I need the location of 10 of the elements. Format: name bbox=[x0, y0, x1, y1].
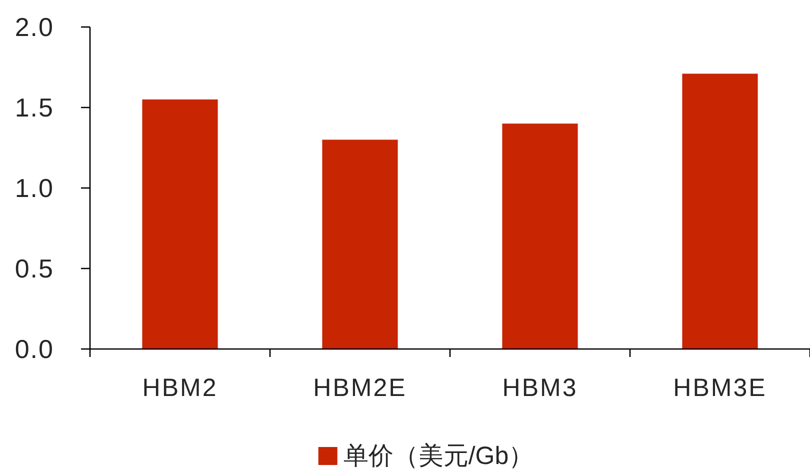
y-tick-label: 0.0 bbox=[14, 334, 54, 364]
y-tick-label: 2.0 bbox=[14, 12, 54, 42]
x-tick-label: HBM3E bbox=[673, 374, 767, 402]
y-tick-label: 1.5 bbox=[14, 92, 54, 122]
x-tick-label: HBM3 bbox=[502, 374, 578, 402]
x-tick-label: HBM2 bbox=[142, 374, 218, 402]
y-tick-label: 1.0 bbox=[14, 173, 54, 203]
y-tick-label: 0.5 bbox=[14, 254, 54, 284]
legend-label: 单价（美元/Gb） bbox=[343, 442, 534, 469]
x-tick-label: HBM2E bbox=[313, 374, 407, 402]
